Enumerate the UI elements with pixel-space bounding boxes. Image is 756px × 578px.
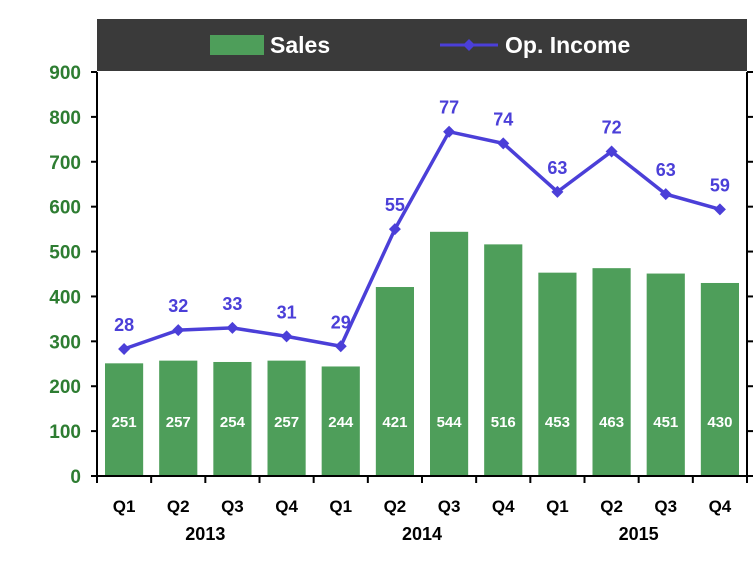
bar-sales xyxy=(375,287,414,476)
op-income-data-label: 72 xyxy=(602,117,622,137)
bar-sales xyxy=(700,282,739,476)
bar-sales xyxy=(538,272,577,476)
bar-data-label: 254 xyxy=(220,414,246,431)
bar-data-label: 544 xyxy=(437,414,463,431)
bar-data-label: 257 xyxy=(166,414,191,431)
bar-sales xyxy=(484,244,523,476)
op-income-point xyxy=(443,125,456,138)
op-income-point xyxy=(659,188,672,201)
y-tick-label: 600 xyxy=(49,198,81,219)
op-income-point xyxy=(334,340,347,353)
x-tick-label: Q1 xyxy=(113,497,136,516)
x-tick-label: Q1 xyxy=(329,497,352,516)
year-group-label: 2014 xyxy=(402,524,442,544)
y-tick-label: 400 xyxy=(49,287,81,308)
op-income-data-label: 77 xyxy=(439,98,459,118)
bar-data-label: 430 xyxy=(707,414,732,431)
op-income-point xyxy=(172,324,185,337)
op-income-data-label: 29 xyxy=(331,312,351,332)
legend-op-income-marker xyxy=(463,39,475,51)
year-group-label: 2013 xyxy=(185,524,225,544)
y-tick-label: 900 xyxy=(49,63,81,84)
bar-data-label: 516 xyxy=(491,414,516,431)
op-income-data-label: 63 xyxy=(547,158,567,178)
op-income-point xyxy=(551,185,564,198)
legend-op-income-label: Op. Income xyxy=(505,32,630,58)
legend-bar xyxy=(97,19,747,71)
bar-data-label: 257 xyxy=(274,414,299,431)
y-tick-label: 200 xyxy=(49,377,81,398)
y-tick-label: 700 xyxy=(49,153,81,174)
year-group-label: 2015 xyxy=(619,524,659,544)
op-income-data-label: 31 xyxy=(277,302,297,322)
x-tick-label: Q2 xyxy=(167,497,190,516)
op-income-point xyxy=(280,330,293,343)
bar-data-label: 451 xyxy=(653,414,678,431)
x-tick-label: Q1 xyxy=(546,497,569,516)
bar-sales xyxy=(105,363,144,476)
bar-data-label: 251 xyxy=(112,414,137,431)
op-income-data-label: 63 xyxy=(656,160,676,180)
op-income-data-label: 28 xyxy=(114,315,134,335)
bar-data-label: 453 xyxy=(545,414,570,431)
bar-sales xyxy=(159,360,198,476)
x-tick-label: Q3 xyxy=(654,497,677,516)
op-income-data-label: 74 xyxy=(493,109,513,129)
op-income-point xyxy=(497,137,510,150)
x-tick-label: Q4 xyxy=(275,497,298,516)
legend-sales-label: Sales xyxy=(270,32,330,58)
bar-sales xyxy=(213,361,252,476)
op-income-point xyxy=(713,203,726,216)
op-income-point xyxy=(118,342,131,355)
y-tick-label: 100 xyxy=(49,422,81,443)
x-tick-label: Q4 xyxy=(709,497,732,516)
bar-data-label: 463 xyxy=(599,414,624,431)
bar-sales xyxy=(267,360,306,476)
y-tick-label: 800 xyxy=(49,108,81,129)
op-income-data-label: 55 xyxy=(385,195,405,215)
y-tick-label: 0 xyxy=(70,467,81,488)
x-tick-label: Q3 xyxy=(221,497,244,516)
bar-sales xyxy=(592,268,631,476)
legend-sales-swatch xyxy=(210,35,264,55)
op-income-point xyxy=(226,321,239,334)
op-income-data-label: 59 xyxy=(710,175,730,195)
x-tick-label: Q4 xyxy=(492,497,515,516)
op-income-point xyxy=(388,223,401,236)
x-tick-label: Q2 xyxy=(600,497,623,516)
bar-sales xyxy=(430,231,469,476)
op-income-data-label: 33 xyxy=(222,294,242,314)
op-income-point xyxy=(605,145,618,158)
bar-sales xyxy=(321,366,360,476)
y-tick-label: 500 xyxy=(49,243,81,264)
op-income-data-label: 32 xyxy=(168,296,188,316)
bar-data-label: 421 xyxy=(382,414,407,431)
bar-data-label: 244 xyxy=(328,414,354,431)
y-tick-label: 300 xyxy=(49,332,81,353)
x-tick-label: Q2 xyxy=(384,497,407,516)
x-tick-label: Q3 xyxy=(438,497,461,516)
op-income-line xyxy=(123,129,721,351)
bar-sales xyxy=(646,273,685,476)
